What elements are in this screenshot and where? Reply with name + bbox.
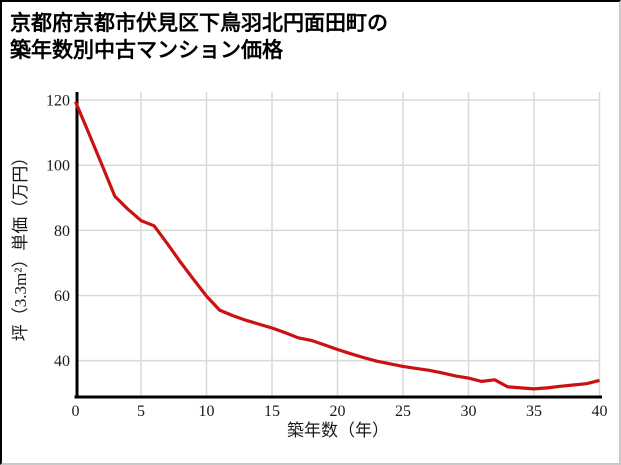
chart-title-line1: 京都府京都市伏見区下鳥羽北円面田町の	[10, 12, 388, 35]
price-line-series	[74, 101, 600, 391]
y-tick-label: 100	[46, 158, 70, 175]
y-axis-title: 坪（3.3m²）単価（万円）	[11, 149, 30, 342]
x-axis-title: 築年数（年）	[287, 421, 389, 440]
x-tick-label: 20	[330, 403, 346, 420]
chart-title-line2: 築年数別中古マンション価格	[10, 39, 283, 62]
x-tick-label: 0	[72, 403, 80, 420]
price-line	[74, 101, 600, 391]
chart-title: 京都府京都市伏見区下鳥羽北円面田町の 築年数別中古マンション価格	[10, 10, 388, 64]
x-tick-label: 35	[526, 403, 542, 420]
x-tick-label: 40	[592, 403, 608, 420]
x-tick-label: 5	[137, 403, 145, 420]
tick-labels: 40 60 80 100 120 0 5 10 15 20 25 30 35 40	[46, 93, 608, 420]
x-tick-label: 15	[264, 403, 280, 420]
axes	[74, 92, 602, 399]
y-tick-label: 80	[54, 223, 70, 240]
x-tick-label: 10	[199, 403, 215, 420]
x-tick-label: 30	[461, 403, 477, 420]
y-tick-label: 120	[46, 93, 70, 110]
gridlines	[75, 92, 601, 396]
y-tick-label: 60	[54, 288, 70, 305]
x-tick-label: 25	[395, 403, 411, 420]
y-tick-label: 40	[54, 353, 70, 370]
